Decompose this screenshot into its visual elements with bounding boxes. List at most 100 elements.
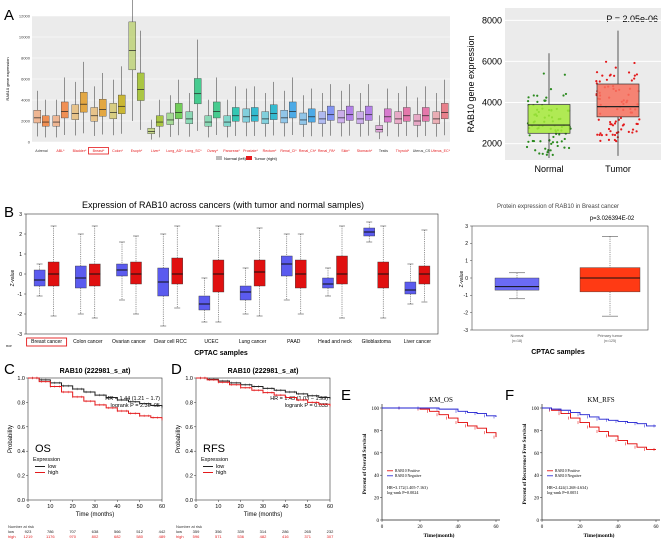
km-hr: HR = 1.43 (1.03 − 1.99) [270,396,328,402]
chart-b1-title: Expression of RAB10 across cancers (with… [82,200,364,210]
chart-a1-box-tumor [346,105,354,121]
chart-a2-point [619,116,623,120]
chart-a1-y-tick-label: 8000 [21,56,31,61]
km-risk-value: 923 [25,529,32,534]
chart-b1-box-tumor [130,261,142,285]
chart-a2-point [563,146,566,149]
chart-b1-box-normal [322,277,334,289]
km-x-tick-label: 60 [327,504,333,510]
chart-b2-box [494,277,540,291]
chart-a2-point [541,152,544,155]
chart-a1-x-tick-label: Ovary* [207,149,219,153]
chart-a1-box-normal [337,110,345,124]
ef-y-tick-label: 80 [534,429,540,434]
ef-stat: log-rank P=0.0051 [547,490,578,495]
km-y-tick-label: 0.0 [185,498,193,504]
chart-b1-y-tick-label: 3 [19,212,22,218]
chart-a2-point [543,99,546,103]
chart-a2-point [633,74,636,77]
chart-a1-box-normal [223,115,232,127]
ef-x-tick-label: 0 [381,525,384,530]
km-legend-title: Expression [33,457,60,463]
km-y-tick-label: 1.0 [185,376,193,382]
chart-a2-y-tick-label: 2000 [482,139,502,149]
chart-a1-x-tick-label: Lung_AD* [166,149,183,153]
chart-b2-y-tick-label: 1 [465,258,468,264]
chart-a1-x-tick-label: Adrenal [35,149,48,153]
chart-a2-point [567,146,571,150]
chart-a2-point [551,153,554,156]
chart-a2-x-tick-label: Normal [534,164,563,174]
chart-a2-point [556,141,559,144]
chart-a2-y-axis-label: RAB10 gene expression [466,35,476,132]
chart-a2-point [538,152,541,155]
km-x-tick-label: 40 [282,504,288,510]
km-x-axis-label: Time (months) [244,512,282,518]
chart-a1-box-tumor [270,104,278,120]
chart-a2-point [531,139,534,143]
chart-a1-box-tumor [403,107,411,122]
km-legend-label-high: high [216,470,226,476]
km-risk-value: 580 [136,534,143,539]
chart-b1-y-tick-label: -3 [18,332,23,338]
chart-a2-y-tick-label: 8000 [482,15,502,25]
ef-curve [542,407,656,450]
chart-b1-box-normal [239,285,252,301]
km-risk-value: 339 [237,529,244,534]
km-x-tick-label: 30 [260,504,266,510]
chart-b1-x-tick-label: Clear cell RCC [154,339,187,345]
ef-legend-label: RAB10 Positive [395,469,420,473]
chart-a2-point [550,142,553,145]
panel-label-d: D [171,361,182,378]
chart-a1-box-tumor [155,115,164,127]
chart-a2-point [545,96,548,99]
chart-b1-box-normal [198,295,211,311]
chart-a1-box-normal [128,21,137,71]
chart-a2-point [609,123,612,126]
chart-a2-point [564,92,568,96]
chart-a2-point [617,118,621,121]
chart-b1-x-axis-label: CPTAC samples [194,350,248,357]
chart-a1-box-tumor [212,101,221,119]
chart-a1-x-tick-label: Bladder* [73,149,87,153]
chart-a1-x-tick-label: Testis [379,149,388,153]
ef-curve [542,407,656,427]
ef-x-axis-label: Time(month) [583,532,614,539]
km-risk-value: 1176 [46,534,55,539]
chart-a1-box-normal [147,127,156,134]
chart-b2-pvalue: p=3.026394E-02 [590,216,635,222]
ef-stat: HR=3.172(1.405-7.163) [387,485,428,490]
km-title: RAB10 (222981_s_at) [60,368,131,375]
chart-b2-x-axis-label: CPTAC samples [531,349,585,356]
chart-b1-y-tick-label: -2 [18,312,23,318]
km-risk-value: 682 [114,534,121,539]
km-risk-row-label: high [8,534,16,539]
chart-a1-box-normal [375,125,383,133]
chart-a1-x-tick-label: Lung_SC* [185,149,202,153]
chart-a2-point [598,133,601,137]
ef-curve [382,407,497,417]
chart-a2-point [527,140,530,143]
km-risk-row-label: low [176,529,182,534]
panel-label-e: E [341,387,351,404]
km-risk-value: 571 [215,534,222,539]
km-risk-value: 359 [193,529,200,534]
ef-stat: log-rank P=0.0024 [387,490,419,495]
chart-a1-box-tumor [117,94,126,114]
chart-b1-box-normal [404,281,417,295]
km-x-tick-label: 0 [194,504,197,510]
chart-a1-x-tick-label: Pancreas* [223,149,240,153]
chart-a1-x-tick-label: Uterus_EC* [431,149,451,153]
chart-b1-box-normal [75,265,87,289]
km-risk-header: Number at risk [8,524,34,529]
km-legend-label-low: low [48,464,56,470]
chart-a1-pan-cancer-boxplot: RAB10 gene expression 0 2000 4000 6000 8000 1… [5,0,451,161]
chart-a1-box-normal [33,110,41,124]
ef-y-tick-label: 0 [377,519,380,524]
chart-a2-point [607,127,611,131]
km-risk-value: 970 [69,534,76,539]
chart-b1-x-tick-label: Glioblastoma [362,339,391,345]
chart-b1-box-tumor [377,261,389,289]
km-risk-value: 232 [327,529,334,534]
km-y-tick-label: 0.4 [185,449,193,455]
